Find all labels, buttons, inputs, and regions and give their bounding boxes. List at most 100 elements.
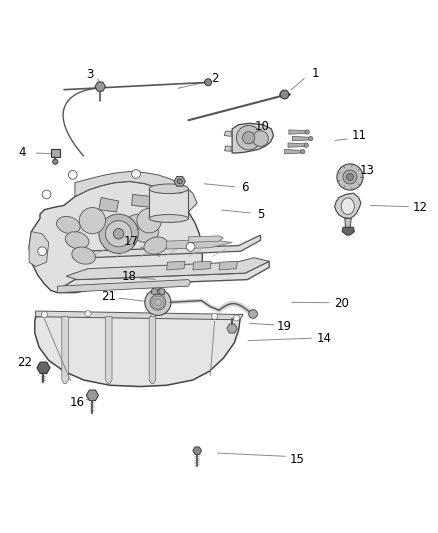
Ellipse shape	[72, 247, 95, 264]
Text: 4: 4	[18, 147, 25, 159]
Circle shape	[99, 214, 138, 253]
Polygon shape	[288, 143, 305, 147]
Polygon shape	[166, 239, 232, 249]
Circle shape	[346, 174, 353, 181]
Text: 16: 16	[70, 396, 85, 409]
Circle shape	[186, 243, 195, 251]
Text: 11: 11	[351, 129, 366, 142]
Circle shape	[249, 310, 258, 318]
Ellipse shape	[65, 232, 89, 249]
Circle shape	[305, 130, 309, 134]
Circle shape	[132, 169, 141, 179]
Circle shape	[53, 159, 58, 164]
Text: 20: 20	[334, 297, 349, 310]
Polygon shape	[62, 261, 269, 287]
Circle shape	[177, 179, 182, 184]
Circle shape	[304, 143, 308, 147]
Polygon shape	[149, 189, 188, 219]
Polygon shape	[51, 149, 60, 157]
Circle shape	[205, 79, 212, 86]
Text: 17: 17	[124, 235, 138, 248]
Text: 19: 19	[277, 320, 292, 333]
Circle shape	[42, 190, 51, 199]
Text: 10: 10	[254, 120, 269, 133]
Circle shape	[106, 221, 132, 247]
Polygon shape	[73, 235, 261, 258]
Text: 15: 15	[290, 453, 305, 466]
Polygon shape	[95, 82, 106, 91]
Circle shape	[233, 315, 240, 321]
Polygon shape	[335, 193, 361, 219]
Polygon shape	[159, 288, 165, 295]
Polygon shape	[132, 195, 154, 207]
Circle shape	[38, 247, 46, 256]
Polygon shape	[193, 447, 201, 455]
Polygon shape	[166, 261, 185, 270]
Polygon shape	[75, 171, 197, 212]
Circle shape	[308, 136, 313, 141]
Text: 13: 13	[360, 164, 375, 177]
Circle shape	[41, 311, 47, 318]
Circle shape	[343, 170, 357, 184]
Polygon shape	[174, 176, 185, 186]
Circle shape	[137, 208, 161, 233]
Ellipse shape	[124, 214, 148, 231]
Polygon shape	[99, 198, 119, 212]
Circle shape	[113, 229, 124, 239]
Polygon shape	[227, 324, 237, 333]
Polygon shape	[342, 227, 354, 235]
Polygon shape	[35, 314, 240, 386]
Polygon shape	[29, 181, 202, 293]
Polygon shape	[292, 136, 310, 141]
Text: 21: 21	[102, 290, 117, 303]
Polygon shape	[289, 130, 306, 134]
Polygon shape	[62, 317, 68, 384]
Circle shape	[243, 132, 255, 144]
Polygon shape	[225, 146, 231, 151]
Circle shape	[175, 184, 184, 193]
Polygon shape	[66, 258, 269, 280]
Circle shape	[300, 149, 305, 154]
Polygon shape	[285, 149, 302, 154]
Polygon shape	[149, 317, 155, 384]
Text: 1: 1	[311, 67, 319, 80]
Text: 6: 6	[241, 181, 249, 193]
Polygon shape	[106, 317, 112, 384]
Text: 14: 14	[316, 332, 331, 345]
Polygon shape	[224, 131, 231, 136]
Polygon shape	[151, 288, 158, 295]
Circle shape	[79, 207, 106, 234]
Ellipse shape	[135, 225, 159, 243]
Text: 18: 18	[122, 270, 137, 282]
Ellipse shape	[144, 237, 167, 254]
Circle shape	[150, 294, 166, 310]
Ellipse shape	[341, 198, 354, 215]
Text: 5: 5	[257, 208, 264, 222]
Polygon shape	[29, 231, 49, 266]
Text: 22: 22	[17, 356, 32, 369]
Circle shape	[85, 311, 91, 317]
Text: 3: 3	[87, 68, 94, 81]
Ellipse shape	[149, 215, 188, 222]
Circle shape	[237, 125, 261, 150]
Polygon shape	[188, 236, 223, 243]
Circle shape	[145, 289, 171, 316]
Polygon shape	[35, 311, 243, 320]
Circle shape	[280, 90, 289, 99]
Circle shape	[150, 311, 156, 317]
Text: 2: 2	[211, 72, 219, 85]
Polygon shape	[219, 261, 237, 270]
Polygon shape	[37, 362, 50, 374]
Polygon shape	[86, 390, 99, 401]
Polygon shape	[193, 261, 211, 270]
Circle shape	[68, 171, 77, 179]
Ellipse shape	[57, 216, 80, 233]
Polygon shape	[232, 123, 274, 153]
Ellipse shape	[149, 184, 188, 193]
Polygon shape	[57, 280, 191, 293]
Text: 12: 12	[412, 201, 427, 214]
Circle shape	[253, 131, 268, 147]
Polygon shape	[345, 219, 351, 228]
Circle shape	[212, 313, 218, 319]
Circle shape	[337, 164, 363, 190]
